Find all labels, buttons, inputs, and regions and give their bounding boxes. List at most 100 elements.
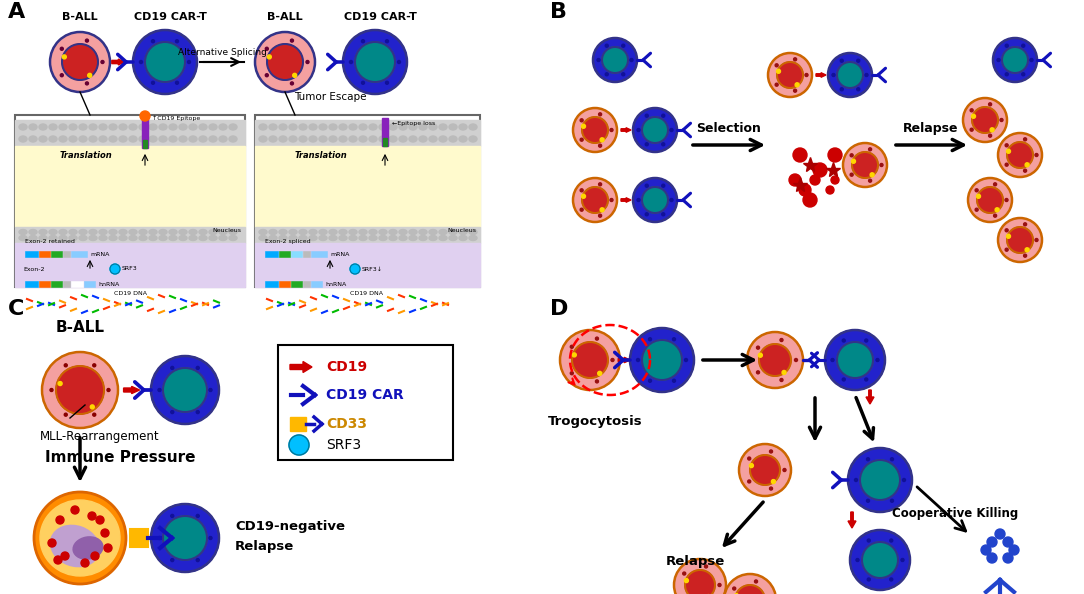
Circle shape xyxy=(88,73,92,77)
Ellipse shape xyxy=(379,124,387,130)
Circle shape xyxy=(995,208,999,212)
Circle shape xyxy=(637,198,640,201)
Circle shape xyxy=(54,556,62,564)
Text: B-ALL: B-ALL xyxy=(62,12,98,22)
Ellipse shape xyxy=(289,136,297,142)
Circle shape xyxy=(354,42,395,82)
Ellipse shape xyxy=(189,124,197,130)
Circle shape xyxy=(776,69,780,73)
Ellipse shape xyxy=(99,235,107,241)
Ellipse shape xyxy=(409,124,417,130)
Ellipse shape xyxy=(289,229,297,235)
Circle shape xyxy=(674,559,726,594)
Circle shape xyxy=(971,114,976,118)
Text: Neucleus: Neucleus xyxy=(212,228,241,232)
Ellipse shape xyxy=(109,136,117,142)
Circle shape xyxy=(672,338,675,341)
Circle shape xyxy=(580,138,583,141)
Circle shape xyxy=(91,552,99,560)
Circle shape xyxy=(1030,58,1033,62)
Circle shape xyxy=(601,138,604,142)
Ellipse shape xyxy=(359,124,367,130)
Circle shape xyxy=(645,114,648,117)
Circle shape xyxy=(361,81,364,84)
Circle shape xyxy=(107,388,109,391)
Circle shape xyxy=(798,183,812,197)
Circle shape xyxy=(705,565,708,568)
Ellipse shape xyxy=(449,235,457,241)
Circle shape xyxy=(145,42,185,82)
Circle shape xyxy=(398,61,400,64)
Circle shape xyxy=(994,183,996,186)
Circle shape xyxy=(289,435,309,455)
Circle shape xyxy=(86,39,89,42)
Circle shape xyxy=(598,113,602,116)
Circle shape xyxy=(196,366,199,369)
Circle shape xyxy=(209,536,212,539)
Text: ←Epitope loss: ←Epitope loss xyxy=(392,121,436,125)
Ellipse shape xyxy=(89,229,96,235)
Ellipse shape xyxy=(339,136,347,142)
Circle shape xyxy=(739,444,791,496)
Ellipse shape xyxy=(169,229,177,235)
Circle shape xyxy=(1005,198,1008,201)
Circle shape xyxy=(1009,545,1019,555)
Circle shape xyxy=(176,40,179,43)
Ellipse shape xyxy=(20,229,27,235)
Circle shape xyxy=(890,500,893,503)
Circle shape xyxy=(970,109,973,112)
Text: SRF3↓: SRF3↓ xyxy=(362,267,383,271)
Circle shape xyxy=(580,189,583,192)
Circle shape xyxy=(59,381,62,386)
Ellipse shape xyxy=(339,229,347,235)
Ellipse shape xyxy=(459,136,467,142)
Ellipse shape xyxy=(79,136,87,142)
Circle shape xyxy=(361,40,364,43)
Circle shape xyxy=(597,58,601,62)
Circle shape xyxy=(595,337,598,340)
Ellipse shape xyxy=(309,235,317,241)
Ellipse shape xyxy=(319,235,327,241)
Ellipse shape xyxy=(73,537,103,559)
Circle shape xyxy=(42,352,118,428)
Ellipse shape xyxy=(349,124,357,130)
Bar xyxy=(279,251,291,257)
Circle shape xyxy=(672,380,675,383)
Ellipse shape xyxy=(229,136,237,142)
Circle shape xyxy=(880,163,883,166)
Ellipse shape xyxy=(39,136,47,142)
Bar xyxy=(255,146,480,227)
Circle shape xyxy=(735,585,765,594)
Circle shape xyxy=(757,346,760,349)
Bar xyxy=(83,281,95,287)
Circle shape xyxy=(61,552,69,560)
Circle shape xyxy=(267,44,304,80)
Bar xyxy=(255,243,480,287)
Ellipse shape xyxy=(269,124,278,130)
Ellipse shape xyxy=(20,235,27,241)
Circle shape xyxy=(573,108,617,152)
Text: CD19 CAR-T: CD19 CAR-T xyxy=(133,12,206,22)
Ellipse shape xyxy=(119,229,127,235)
Text: B-ALL: B-ALL xyxy=(267,12,302,22)
Circle shape xyxy=(860,460,900,500)
Bar xyxy=(304,251,310,257)
Circle shape xyxy=(718,583,721,586)
Circle shape xyxy=(866,500,869,503)
Circle shape xyxy=(581,124,585,128)
Circle shape xyxy=(780,339,783,342)
Bar xyxy=(142,118,149,148)
Ellipse shape xyxy=(209,124,217,130)
Bar xyxy=(15,146,245,227)
Circle shape xyxy=(70,506,79,514)
Ellipse shape xyxy=(269,235,278,241)
Bar xyxy=(264,251,278,257)
Circle shape xyxy=(597,371,602,375)
Ellipse shape xyxy=(349,229,357,235)
Circle shape xyxy=(163,516,207,560)
Circle shape xyxy=(645,213,648,216)
Circle shape xyxy=(865,378,868,381)
Circle shape xyxy=(795,359,798,362)
Circle shape xyxy=(642,117,668,143)
Ellipse shape xyxy=(219,235,227,241)
